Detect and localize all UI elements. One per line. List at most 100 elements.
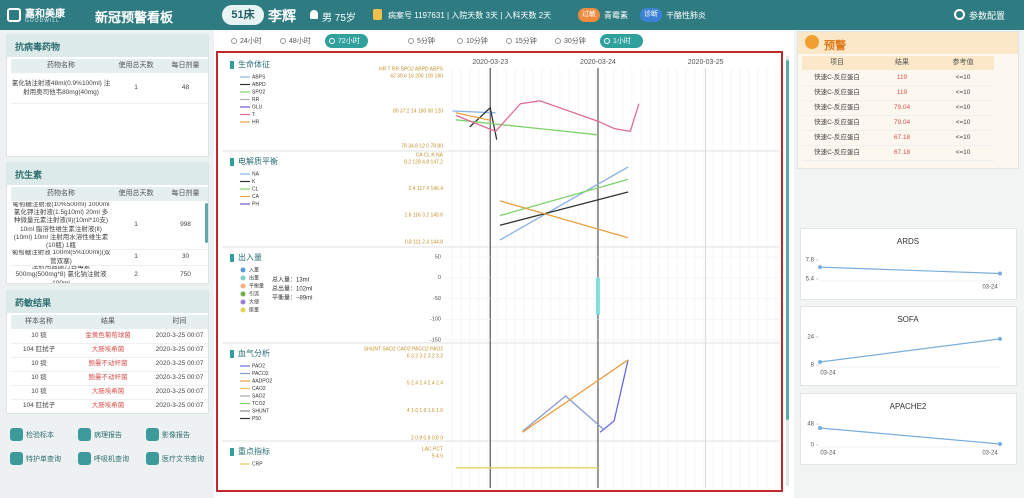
time-option[interactable]: 72小时	[338, 38, 360, 45]
x-tick-label: 03-24	[820, 371, 836, 377]
legend-label: ABPS	[252, 74, 266, 80]
legend-label: 平衡量	[249, 282, 264, 289]
table-cell: 大肠埃希菌	[67, 400, 149, 413]
table-cell: 葡萄糖注射液 100ml(5%100ml)(双管双塞)	[11, 250, 111, 266]
series-line	[522, 359, 629, 433]
nav-button[interactable]: 特护单查询	[26, 456, 61, 463]
button-icon[interactable]	[146, 452, 159, 465]
table-cell: 79.04	[872, 101, 932, 116]
diagnosis: 干酪性肺炎	[666, 11, 706, 20]
radio[interactable]	[280, 38, 286, 44]
option-active-bg[interactable]	[325, 34, 368, 48]
radio[interactable]	[555, 38, 561, 44]
y-tick-label: -50	[433, 296, 441, 302]
radio[interactable]	[231, 38, 237, 44]
scale-row: 1.6 116 3.2 145.6	[404, 213, 443, 219]
legend-dot	[240, 307, 246, 313]
table-header: 每日剂量	[161, 59, 208, 73]
series-line	[599, 359, 629, 433]
time-option[interactable]: 10分钟	[466, 38, 488, 45]
logo-icon	[7, 8, 21, 22]
nav-button[interactable]: 病理报告	[94, 432, 122, 439]
table-header: 结果	[872, 56, 932, 70]
table-cell: 2020-3-25 00:07	[149, 344, 208, 358]
time-option[interactable]: 30分钟	[564, 38, 586, 45]
scale-header: HR T RR SPO2 ABPD ABPS	[379, 66, 444, 72]
series-line	[455, 119, 599, 136]
settings-button[interactable]: 参数配置	[969, 11, 1006, 21]
legend-label: SAO2	[252, 393, 266, 399]
series-line	[452, 110, 496, 114]
radio[interactable]	[329, 38, 335, 44]
table-cell: 30	[161, 250, 208, 266]
table-cell: 10 痰	[11, 372, 67, 386]
button-icon[interactable]	[10, 452, 23, 465]
table-header: 药物名称	[11, 59, 111, 73]
button-icon[interactable]	[146, 428, 159, 441]
table-cell: 金黄色葡萄球菌	[67, 330, 149, 344]
table-cell: 48	[161, 74, 208, 104]
table-cell: 2020-3-25 00:07	[149, 400, 208, 413]
table-header: 每日剂量	[161, 187, 208, 201]
button-icon[interactable]	[10, 428, 23, 441]
mini-card	[800, 306, 1017, 386]
series-line	[499, 166, 629, 241]
time-option[interactable]: 15分钟	[515, 38, 537, 45]
mini-title: ARDS	[897, 237, 919, 246]
table-header: 药物名称	[11, 187, 111, 201]
button-icon[interactable]	[78, 428, 91, 441]
legend-label: HR	[252, 119, 260, 125]
table-cell: 10 痰	[11, 386, 67, 400]
panel-title: 出入量	[238, 252, 262, 262]
time-option[interactable]: 24小时	[240, 38, 262, 45]
series-line	[819, 338, 1001, 363]
mini-title: APACHE2	[890, 402, 927, 411]
scale-header: LAC PCT	[422, 446, 443, 452]
point	[998, 336, 1002, 341]
table-cell: 119	[872, 86, 932, 101]
mini-card	[800, 228, 1017, 300]
table-header: 参考值	[932, 56, 994, 70]
legend-label: K	[252, 179, 256, 185]
scale-row: 6 3.2 3.2 3.2 3.2	[407, 353, 443, 359]
legend-label: ABPD	[252, 82, 266, 88]
series-line	[455, 100, 640, 133]
series-line	[499, 191, 629, 226]
legend-label: CAO2	[252, 386, 266, 392]
table-cell: <=10	[932, 131, 994, 146]
radio[interactable]	[604, 38, 610, 44]
legend-dot	[240, 299, 246, 305]
time-option[interactable]: 48小时	[289, 38, 311, 45]
title-icon	[230, 350, 234, 358]
legend-label: RR	[252, 97, 260, 103]
table-cell: 998	[161, 202, 208, 250]
table-header: 结果	[67, 315, 149, 329]
nav-button[interactable]: 影像报告	[162, 432, 190, 439]
x-tick-label: 03-24	[820, 451, 836, 457]
time-option[interactable]: 1小时	[613, 38, 631, 45]
option-active-bg[interactable]	[600, 34, 643, 48]
scale-row: 8.2 128 4.8 147.2	[404, 159, 443, 165]
x-tick-label: 03-24	[982, 451, 998, 457]
scale-row: 4 1.6 1.6 1.6 1.6	[407, 408, 443, 414]
y-tick-label: 7.8	[806, 258, 815, 264]
table-header: 使用总天数	[111, 187, 161, 201]
radio[interactable]	[506, 38, 512, 44]
chart-frame	[216, 51, 783, 492]
legend-label: CL	[252, 186, 259, 192]
table-header: 项目	[802, 56, 872, 70]
time-option[interactable]: 5分钟	[417, 38, 435, 45]
nav-button[interactable]: 呼吸机查询	[94, 456, 129, 463]
nav-button[interactable]: 检验标本	[26, 432, 54, 439]
table-cell: 67.18	[872, 131, 932, 146]
button-icon[interactable]	[78, 452, 91, 465]
nav-button[interactable]: 医疗文书查询	[162, 456, 204, 463]
radio[interactable]	[408, 38, 414, 44]
settings-icon[interactable]	[954, 9, 965, 20]
table-card: 预警 项目 结果 参考值 快速C-反应蛋白 119 <=10 快速C-反应蛋白 119 <=10 快…	[797, 31, 1019, 169]
radio[interactable]	[457, 38, 463, 44]
series-line	[522, 395, 605, 432]
scale-header: SHUNT SAO2 CAO2 PACO2 PAO2	[364, 346, 443, 352]
legend-dot	[240, 275, 246, 281]
